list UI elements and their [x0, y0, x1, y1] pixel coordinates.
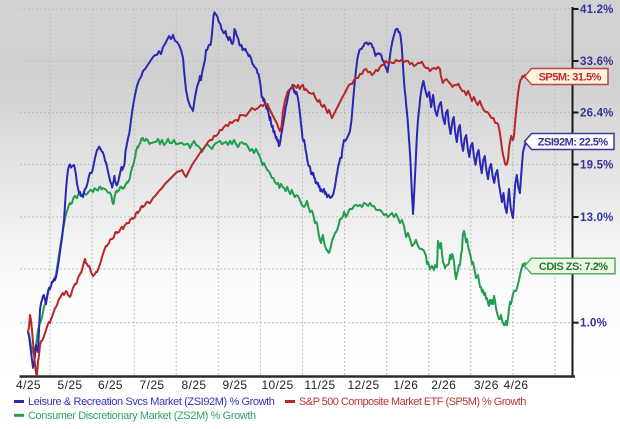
- svg-text:33.6%: 33.6%: [580, 56, 614, 68]
- svg-text:41.2%: 41.2%: [580, 4, 614, 16]
- svg-text:Leisure & Recreation Svcs Mark: Leisure & Recreation Svcs Market (ZSI92M…: [28, 396, 275, 408]
- svg-text:ZSI92M: 22.5%: ZSI92M: 22.5%: [538, 137, 609, 149]
- svg-text:4/25: 4/25: [16, 378, 41, 392]
- svg-text:5/25: 5/25: [58, 378, 83, 392]
- svg-text:10/25: 10/25: [261, 378, 293, 392]
- svg-text:12/25: 12/25: [347, 378, 379, 392]
- svg-text:19.5%: 19.5%: [580, 160, 614, 172]
- svg-text:7/25: 7/25: [140, 378, 165, 392]
- svg-text:S&P 500 Composite Market ETF (: S&P 500 Composite Market ETF (SP5M) % Gr…: [299, 396, 526, 408]
- svg-text:26.4%: 26.4%: [580, 108, 614, 120]
- svg-text:11/25: 11/25: [304, 378, 335, 392]
- svg-text:13.0%: 13.0%: [580, 212, 614, 224]
- svg-text:9/25: 9/25: [223, 378, 248, 392]
- svg-text:CDIS ZS: 7.2%: CDIS ZS: 7.2%: [539, 261, 608, 273]
- svg-text:3/26: 3/26: [474, 378, 499, 392]
- svg-text:Consumer Discretionary Market: Consumer Discretionary Market (ZS2M) % G…: [28, 410, 256, 422]
- svg-text:1/26: 1/26: [393, 378, 418, 392]
- svg-text:4/26: 4/26: [504, 378, 529, 392]
- svg-text:6/25: 6/25: [98, 378, 123, 392]
- svg-text:1.0%: 1.0%: [580, 318, 607, 330]
- svg-text:2/26: 2/26: [431, 378, 456, 392]
- svg-text:8/25: 8/25: [182, 378, 207, 392]
- svg-text:SP5M: 31.5%: SP5M: 31.5%: [539, 72, 602, 84]
